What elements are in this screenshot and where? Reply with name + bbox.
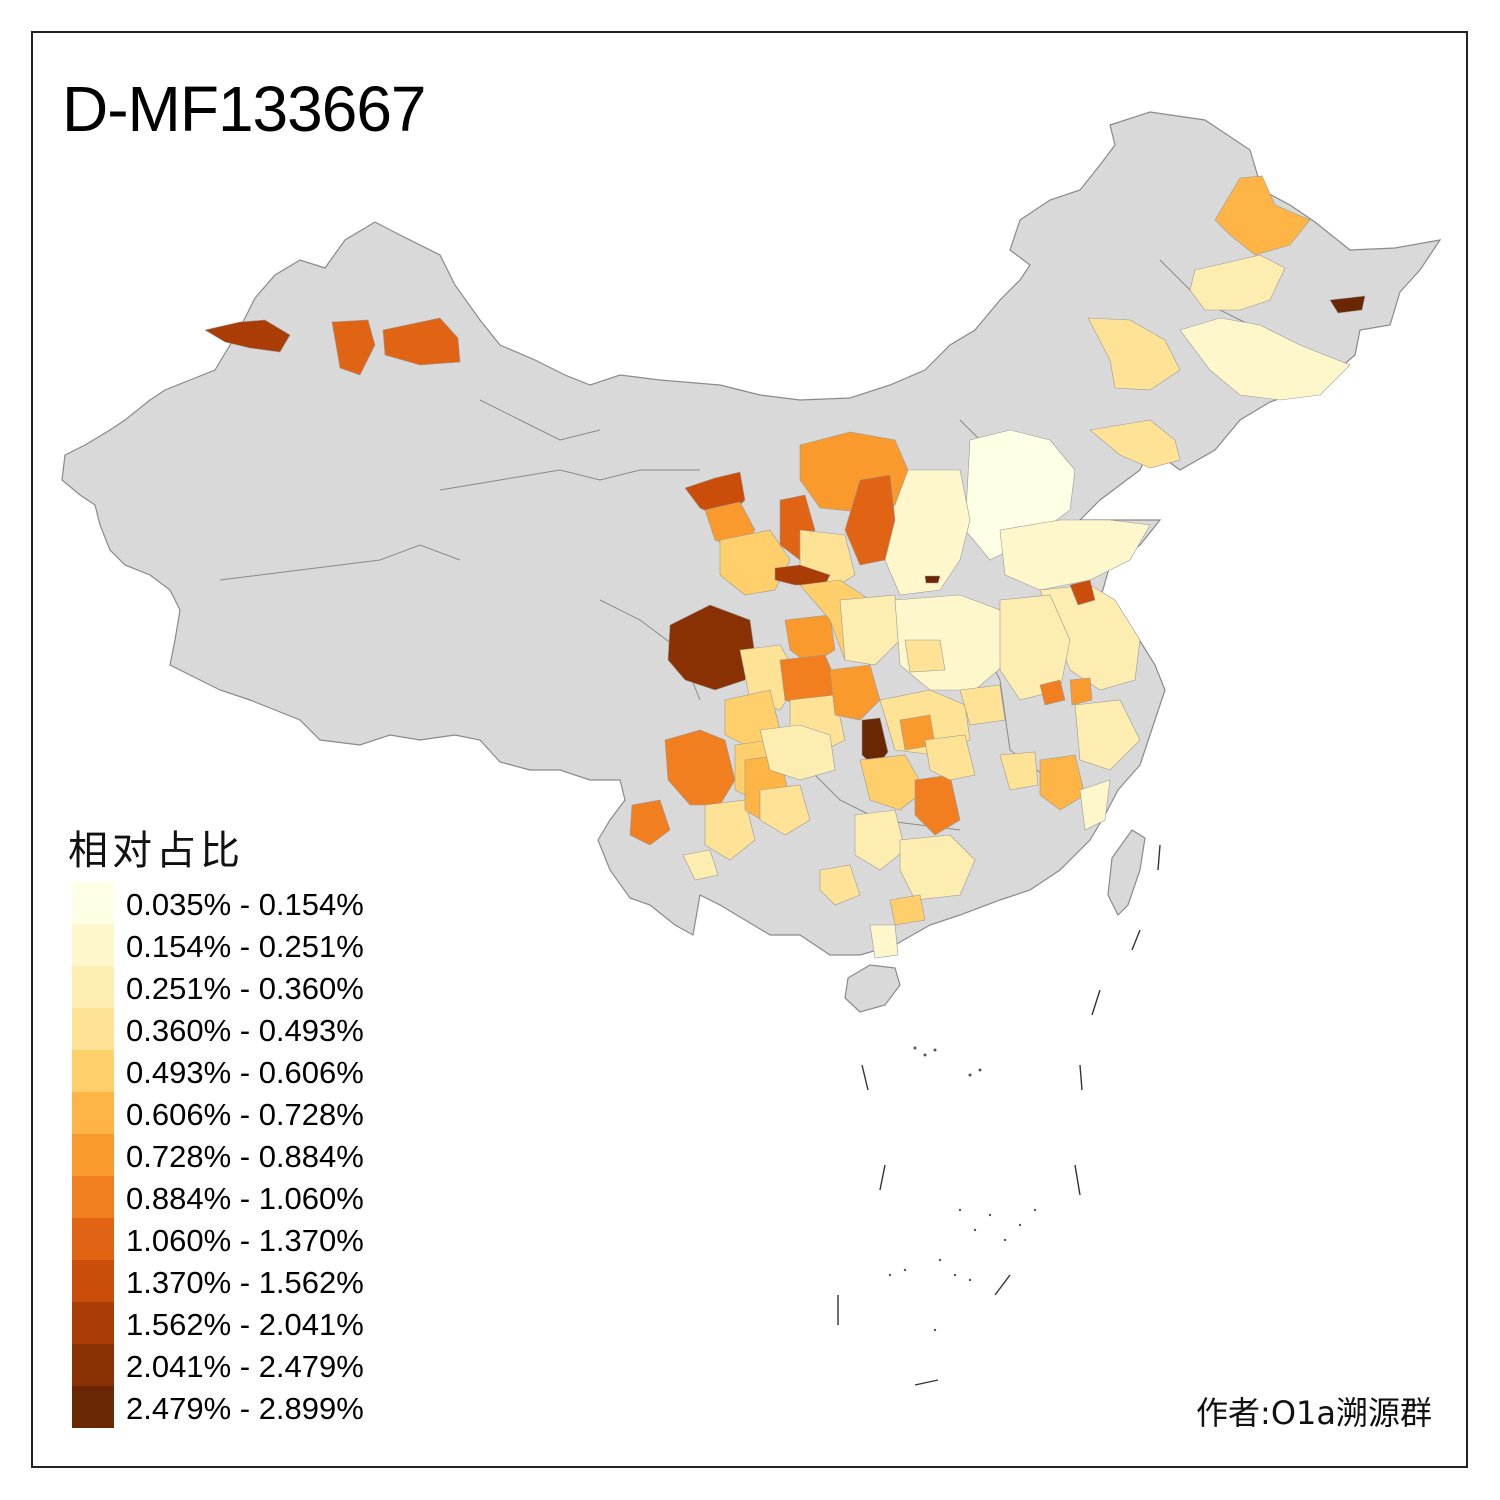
region-hlj-3 bbox=[1329, 295, 1366, 314]
region-jx-1 bbox=[1039, 754, 1086, 811]
legend-swatch bbox=[72, 882, 114, 924]
legend-label: 0.493% - 0.606% bbox=[126, 1055, 364, 1090]
region-yn-4 bbox=[704, 799, 756, 861]
region-gd-3 bbox=[869, 924, 899, 959]
region-shanxi bbox=[884, 469, 971, 596]
prefecture-regions bbox=[204, 175, 1366, 959]
region-aba bbox=[667, 604, 756, 691]
legend-swatch bbox=[72, 1008, 114, 1050]
legend-label: 2.479% - 2.899% bbox=[126, 1391, 364, 1426]
region-shandong bbox=[999, 519, 1151, 591]
legend-label: 0.035% - 0.154% bbox=[126, 887, 364, 922]
region-fj bbox=[1079, 779, 1111, 831]
legend-swatch bbox=[72, 1176, 114, 1218]
region-gx-1 bbox=[819, 864, 861, 906]
legend-swatch bbox=[72, 1302, 114, 1344]
region-gd-1 bbox=[899, 834, 976, 901]
region-anhui-3 bbox=[1069, 677, 1093, 706]
region-nm-east bbox=[1087, 317, 1181, 391]
region-hebei bbox=[964, 429, 1076, 561]
region-henan-2 bbox=[904, 639, 946, 673]
legend-label: 0.606% - 0.728% bbox=[126, 1097, 364, 1132]
legend-label: 1.562% - 2.041% bbox=[126, 1307, 364, 1342]
map-base-taiwan bbox=[1107, 829, 1146, 917]
legend-label: 1.060% - 1.370% bbox=[126, 1223, 364, 1258]
region-jiangsu bbox=[1039, 584, 1141, 691]
legend-swatch bbox=[72, 966, 114, 1008]
legend-swatch bbox=[72, 1134, 114, 1176]
legend-swatch bbox=[72, 1344, 114, 1386]
legend-swatch bbox=[72, 1218, 114, 1260]
legend-label: 0.728% - 0.884% bbox=[126, 1139, 364, 1174]
region-gd-2 bbox=[889, 894, 926, 926]
region-hexi bbox=[924, 575, 941, 584]
legend-label: 1.370% - 1.562% bbox=[126, 1265, 364, 1300]
south-sea-islands bbox=[888, 1046, 1037, 1332]
region-liaoning bbox=[1089, 419, 1181, 469]
legend-label: 0.884% - 1.060% bbox=[126, 1181, 364, 1216]
region-xj-2 bbox=[331, 319, 376, 376]
region-gz-2 bbox=[854, 809, 906, 871]
legend-label: 2.041% - 2.479% bbox=[126, 1349, 364, 1384]
legend-swatch bbox=[72, 1092, 114, 1134]
region-sc-5 bbox=[839, 594, 901, 666]
region-hlj-1 bbox=[1214, 175, 1311, 256]
legend-swatch bbox=[72, 1260, 114, 1302]
legend-swatch bbox=[72, 924, 114, 966]
region-hn-1 bbox=[859, 754, 926, 811]
region-zj bbox=[1074, 699, 1141, 771]
region-yulin bbox=[844, 474, 896, 566]
region-gansu-3 bbox=[719, 529, 791, 596]
author-credit: 作者:O1a溯源群 bbox=[1196, 1394, 1432, 1432]
legend-label: 0.360% - 0.493% bbox=[126, 1013, 364, 1048]
legend-swatch bbox=[72, 1386, 114, 1428]
region-lyg bbox=[1069, 579, 1096, 606]
legend-label: 0.251% - 0.360% bbox=[126, 971, 364, 1006]
region-anhui-2 bbox=[1039, 679, 1066, 706]
map-title: D-MF133667 bbox=[62, 73, 426, 145]
region-hlj-2 bbox=[1189, 254, 1286, 311]
region-jx-2 bbox=[999, 751, 1039, 791]
region-hb-3 bbox=[959, 684, 1006, 726]
legend-swatch bbox=[72, 1050, 114, 1092]
region-sc-8 bbox=[829, 664, 881, 721]
region-jl-1 bbox=[1179, 317, 1351, 401]
map-base-hainan bbox=[844, 964, 901, 1013]
legend-label: 0.154% - 0.251% bbox=[126, 929, 364, 964]
nine-dash-line bbox=[837, 844, 1161, 1386]
region-xj-1 bbox=[204, 319, 291, 353]
region-cq bbox=[759, 724, 836, 781]
region-yn-1 bbox=[664, 729, 736, 806]
region-gz-1 bbox=[759, 784, 811, 836]
legend-title: 相对占比 bbox=[68, 828, 244, 874]
region-xj-3 bbox=[382, 317, 461, 366]
region-yn-2 bbox=[629, 799, 671, 846]
region-yn-5 bbox=[682, 849, 719, 881]
map-frame bbox=[31, 31, 1468, 1468]
region-hn-3 bbox=[924, 734, 976, 781]
